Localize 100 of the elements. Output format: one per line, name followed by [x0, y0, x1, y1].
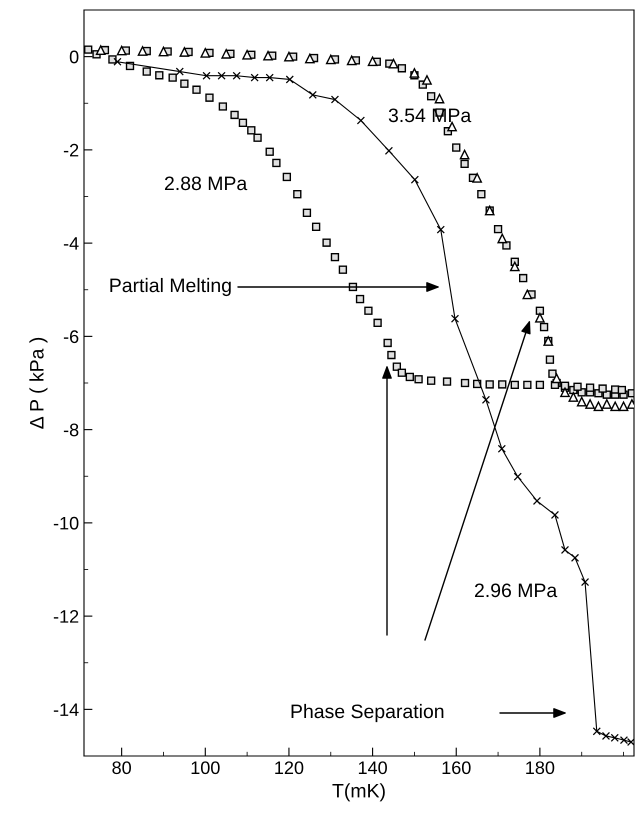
point	[168, 73, 177, 82]
point	[447, 122, 457, 132]
point	[266, 148, 274, 156]
point	[494, 224, 502, 234]
y-tick-label: -8	[64, 424, 78, 436]
point	[460, 160, 469, 168]
y-axis-title: Δ P ( kPa )	[29, 338, 48, 429]
point	[242, 50, 252, 60]
point	[518, 274, 528, 282]
x-tick-label: 80	[112, 761, 131, 774]
point	[426, 376, 436, 385]
point	[304, 54, 315, 64]
y-tick-label: -2	[64, 144, 78, 156]
point	[368, 56, 378, 66]
point	[221, 48, 232, 59]
point	[406, 372, 414, 382]
point	[142, 67, 151, 76]
point	[410, 176, 419, 184]
point	[610, 401, 620, 412]
point	[514, 472, 522, 481]
y-tick-label: -12	[54, 610, 78, 623]
point	[568, 392, 578, 402]
point	[580, 578, 590, 586]
point	[155, 71, 164, 80]
point	[497, 234, 508, 244]
point	[308, 90, 317, 99]
point	[330, 95, 340, 104]
point	[522, 290, 532, 300]
point	[364, 306, 373, 315]
point	[180, 47, 190, 57]
point	[434, 94, 444, 104]
annotation: 2.88 MPa	[164, 176, 248, 190]
point	[570, 554, 580, 562]
point	[573, 382, 582, 391]
point	[442, 377, 452, 386]
point	[180, 80, 189, 88]
point	[592, 727, 601, 736]
point	[548, 370, 557, 378]
point	[585, 399, 595, 409]
point	[356, 116, 365, 125]
point	[272, 158, 281, 168]
point	[138, 46, 148, 56]
point	[552, 373, 562, 384]
annotation: Partial Melting	[110, 278, 231, 296]
point	[422, 75, 432, 85]
point	[540, 322, 548, 332]
point	[560, 387, 570, 398]
point	[116, 46, 127, 56]
point	[96, 45, 106, 55]
point	[387, 350, 396, 360]
point	[576, 396, 587, 407]
point	[326, 54, 336, 64]
x-tick-label: 180	[526, 761, 554, 774]
point	[498, 444, 506, 453]
point	[460, 378, 470, 388]
point	[536, 306, 544, 315]
y-tick-label: -14	[54, 703, 79, 716]
point	[560, 546, 570, 554]
point	[486, 380, 494, 389]
point	[594, 401, 604, 412]
point	[293, 190, 302, 198]
point	[113, 58, 122, 66]
point	[218, 102, 228, 111]
x-axis-title: T(mK)	[332, 783, 385, 802]
annotation: Phase Separation	[292, 704, 444, 722]
point	[356, 294, 364, 304]
x-tick-label: 100	[192, 761, 220, 774]
x-tick-label: 160	[442, 761, 471, 774]
point	[338, 266, 348, 274]
point	[373, 318, 382, 328]
point	[535, 312, 545, 323]
point	[247, 126, 256, 134]
point	[586, 383, 594, 392]
point	[436, 226, 445, 234]
point	[460, 150, 470, 160]
point	[510, 262, 520, 272]
point	[200, 48, 210, 58]
point	[253, 134, 262, 142]
point	[330, 252, 340, 262]
point	[286, 75, 294, 84]
point	[302, 208, 312, 217]
x-tick-label: 140	[358, 761, 387, 774]
point	[238, 118, 248, 127]
point	[472, 172, 482, 183]
point	[532, 496, 542, 506]
point	[602, 399, 612, 409]
x-tick-label: 120	[275, 761, 304, 774]
y-tick-label: -4	[64, 237, 79, 250]
point	[218, 72, 226, 80]
point	[346, 55, 357, 66]
point	[546, 356, 554, 364]
point	[282, 172, 292, 182]
point	[414, 375, 423, 384]
point	[312, 222, 320, 231]
point	[398, 368, 406, 377]
point	[266, 74, 274, 82]
point	[482, 396, 490, 404]
point	[450, 314, 460, 323]
point	[392, 362, 402, 371]
point	[618, 386, 626, 394]
